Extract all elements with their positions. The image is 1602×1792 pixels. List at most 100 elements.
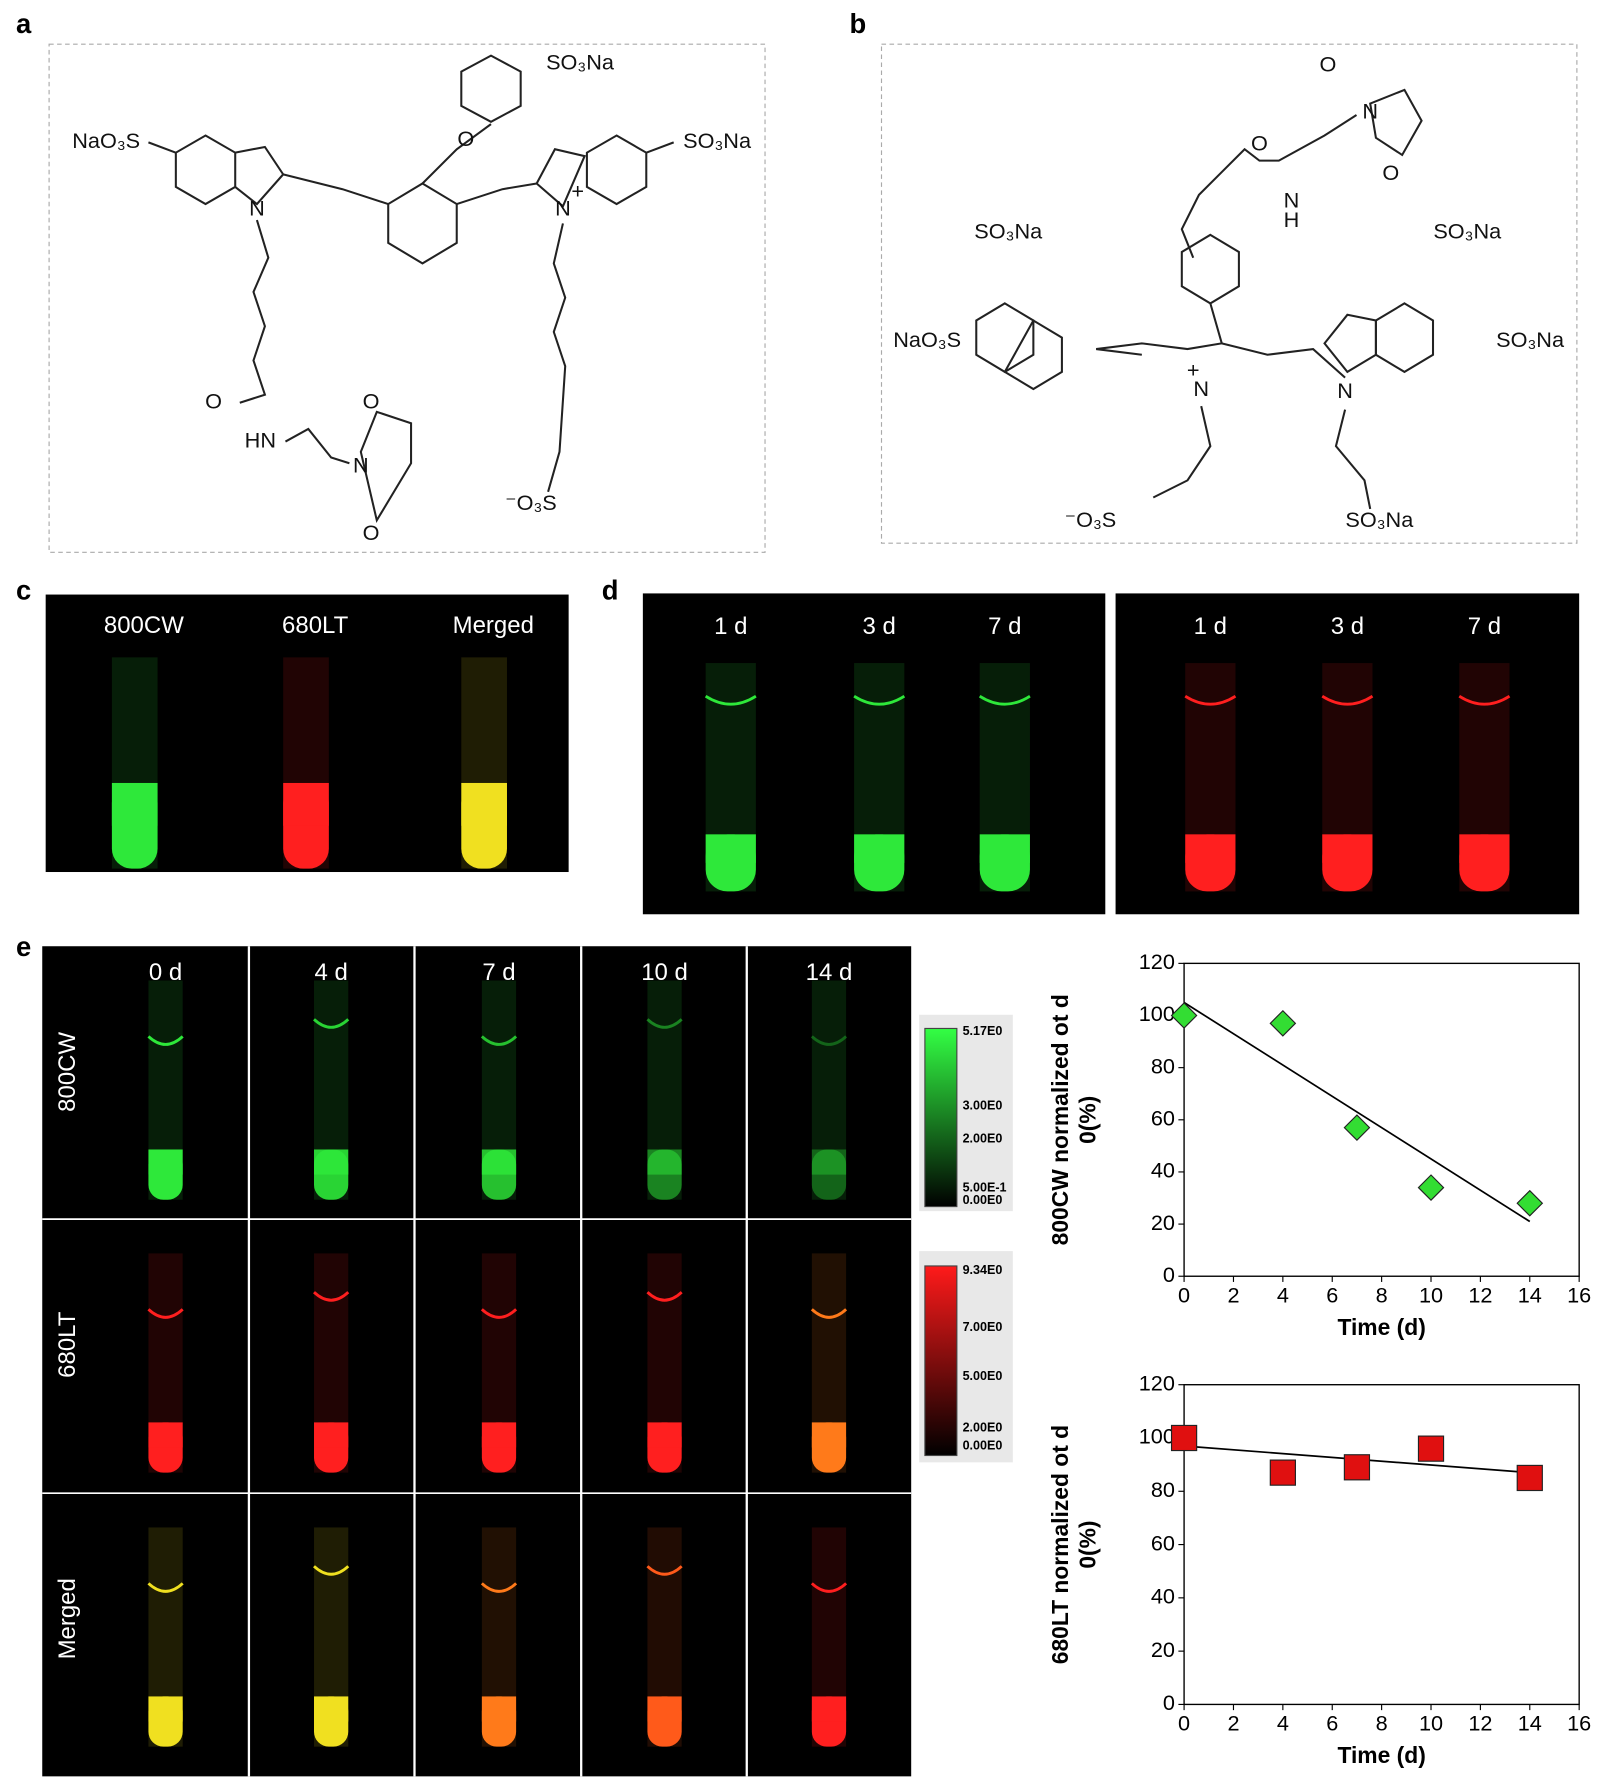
tube-fill xyxy=(647,1422,682,1448)
y-tick-label: 80 xyxy=(1151,1053,1175,1078)
x-tick-label: 0 xyxy=(1178,1283,1190,1308)
tube-fill xyxy=(481,1696,517,1722)
atom-label: O xyxy=(1320,52,1337,77)
row-label: 800CW xyxy=(54,1032,81,1112)
colorbar-tick: 5.00E0 xyxy=(963,1369,1003,1383)
tube-fill xyxy=(283,782,329,826)
y-tick-label: 120 xyxy=(1139,949,1175,974)
tube-fill xyxy=(148,1149,183,1175)
y-axis-label: 0(%) xyxy=(1074,1520,1100,1568)
y-tick-label: 40 xyxy=(1151,1158,1175,1183)
y-tick-label: 60 xyxy=(1151,1106,1175,1131)
tube-fill xyxy=(811,1696,847,1722)
x-tick-label: 14 xyxy=(1518,1283,1542,1308)
atom-label: SO₃Na xyxy=(546,49,615,74)
tube-fill xyxy=(1322,834,1373,863)
colorbar-tick: 2.00E0 xyxy=(963,1132,1003,1146)
atom-label: N xyxy=(249,195,265,220)
plot-frame xyxy=(1183,1384,1580,1706)
x-tick-label: 6 xyxy=(1326,1283,1338,1308)
x-tick-label: 8 xyxy=(1376,1711,1388,1736)
image-label: 7 d xyxy=(988,613,1021,640)
atom-label: SO₃Na xyxy=(1496,327,1565,352)
atom-label: SO₃Na xyxy=(1433,218,1502,243)
tube-fill xyxy=(314,1149,349,1175)
meniscus xyxy=(480,1035,518,1046)
y-axis-label: 680LT normalized ot d xyxy=(1047,1425,1073,1664)
image-label: 680LT xyxy=(282,612,349,639)
x-tick-label: 10 xyxy=(1419,1711,1443,1736)
y-tick-label: 120 xyxy=(1139,1370,1175,1395)
x-tick-label: 14 xyxy=(1518,1711,1542,1736)
atom-label: SO₃Na xyxy=(974,218,1043,243)
point xyxy=(1170,1002,1198,1029)
meniscus xyxy=(480,1308,518,1319)
column-label: 0 d xyxy=(149,959,182,986)
atom-label: N xyxy=(353,452,369,477)
atom-label: + xyxy=(571,178,584,203)
point xyxy=(1343,1454,1371,1481)
y-tick-label: 100 xyxy=(1139,1001,1175,1026)
y-tick-label: 20 xyxy=(1151,1637,1175,1662)
meniscus xyxy=(1321,694,1374,706)
atom-label: NaO₃S xyxy=(72,128,140,153)
x-tick-label: 4 xyxy=(1277,1711,1289,1736)
row-label: 680LT xyxy=(54,1311,81,1378)
meniscus xyxy=(147,1308,184,1319)
x-tick-label: 4 xyxy=(1277,1283,1289,1308)
tube-fill xyxy=(1459,834,1510,863)
x-tick-label: 12 xyxy=(1468,1711,1492,1736)
x-tick-label: 0 xyxy=(1178,1711,1190,1736)
atom-label: SO₃Na xyxy=(1345,507,1414,532)
trend-line xyxy=(1183,1001,1531,1223)
meniscus xyxy=(810,1582,848,1593)
y-tick-label: 0 xyxy=(1163,1262,1175,1287)
x-tick-label: 8 xyxy=(1376,1283,1388,1308)
atom-label: NaO₃S xyxy=(893,327,961,352)
tube-fill xyxy=(811,1149,847,1200)
tube-fill xyxy=(481,1422,517,1448)
atom-label: O xyxy=(1251,130,1268,155)
tube-fill xyxy=(111,782,158,826)
point xyxy=(1170,1424,1198,1452)
meniscus xyxy=(313,1565,350,1576)
x-tick-label: 2 xyxy=(1227,1711,1239,1736)
colorbar-tick: 3.00E0 xyxy=(963,1098,1003,1112)
x-tick-label: 12 xyxy=(1468,1283,1492,1308)
panel-label: a xyxy=(16,8,32,39)
meniscus xyxy=(480,1582,518,1593)
plot-frame xyxy=(1183,962,1580,1277)
tube-fill xyxy=(314,1422,349,1448)
atom-label: H xyxy=(1284,207,1300,232)
image-label: 3 d xyxy=(863,613,896,640)
meniscus xyxy=(810,1035,848,1046)
atom-label: O xyxy=(1382,160,1399,185)
structure-bonds xyxy=(148,54,675,524)
point xyxy=(1516,1464,1543,1492)
meniscus xyxy=(646,1291,683,1302)
atom-label: ⁻O₃S xyxy=(1065,507,1117,532)
tube xyxy=(811,980,847,1200)
structure-bonds xyxy=(975,88,1435,510)
meniscus xyxy=(1184,694,1237,706)
y-axis-label: 800CW normalized ot d xyxy=(1047,994,1073,1245)
structure-frame xyxy=(880,43,1578,544)
meniscus xyxy=(646,1565,683,1576)
colorbar xyxy=(924,1027,958,1208)
panel-label: c xyxy=(16,575,31,606)
y-tick-label: 80 xyxy=(1151,1477,1175,1502)
meniscus xyxy=(147,1035,184,1046)
colorbar-tick: 9.34E0 xyxy=(963,1263,1003,1277)
column-label: 10 d xyxy=(641,959,688,986)
colorbar-tick: 0.00E0 xyxy=(963,1439,1003,1453)
tube-fill xyxy=(647,1149,682,1175)
colorbar-tick: 5.17E0 xyxy=(963,1024,1003,1038)
atom-label: + xyxy=(1187,358,1200,383)
atom-label: N xyxy=(1337,378,1353,403)
atom-label: SO₃Na xyxy=(683,128,752,153)
atom-label: O xyxy=(363,520,380,545)
photo-grid xyxy=(42,946,912,1777)
image-label: 1 d xyxy=(714,613,747,640)
column-label: 4 d xyxy=(314,959,347,986)
